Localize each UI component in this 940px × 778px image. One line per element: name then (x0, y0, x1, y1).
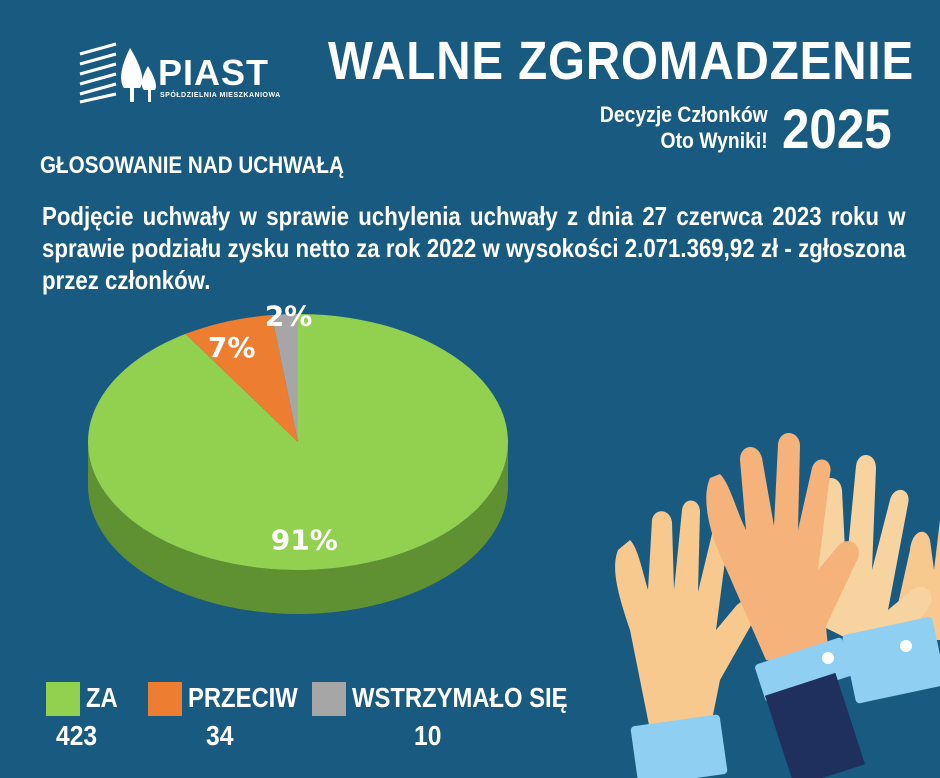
subtitle-line-1: Decyzje Członków (600, 102, 768, 127)
legend-swatch-za (46, 682, 80, 716)
pie-slice-przeciw (185, 315, 298, 442)
subtitle-line-2: Oto Wyniki! (660, 128, 768, 153)
year: 2025 (782, 97, 892, 160)
legend-count-przeciw: 34 (206, 720, 234, 751)
pie-slice-side-0 (88, 442, 508, 614)
question-text: Podjęcie uchwały w sprawie uchylenia uch… (42, 201, 906, 295)
legend-label-wstrzymalo: WSTRZYMAŁO SIĘ (352, 682, 568, 713)
legend-label-przeciw: PRZECIW (188, 682, 298, 713)
legend-count-za: 423 (56, 720, 98, 751)
pie-slice-wstrzymało-się (271, 314, 298, 442)
legend-count-wstrzymalo: 10 (414, 720, 442, 751)
section-title: GŁOSOWANIE NAD UCHWAŁĄ (40, 152, 344, 179)
legend-label-za: ZA (86, 682, 118, 713)
subtitle: Decyzje Członków Oto Wyniki! (600, 102, 768, 154)
pie-label-0: 91% (271, 524, 338, 557)
legend-swatch-przeciw (148, 682, 182, 716)
pie-chart: 91% 7% 2% (87, 300, 508, 614)
logo-subtitle: SPÓŁDZIELNIA MIESZKANIOWA (160, 92, 281, 99)
logo-name: PIAST (158, 52, 270, 93)
piast-logo-icon (79, 42, 157, 104)
page-title: WALNE ZGROMADZENIE (328, 31, 915, 91)
pie-label-1: 7% (208, 331, 256, 364)
raised-hands-icon (615, 432, 940, 778)
pie-label-2: 2% (265, 300, 313, 333)
legend-swatch-wstrzymalo (312, 682, 346, 716)
